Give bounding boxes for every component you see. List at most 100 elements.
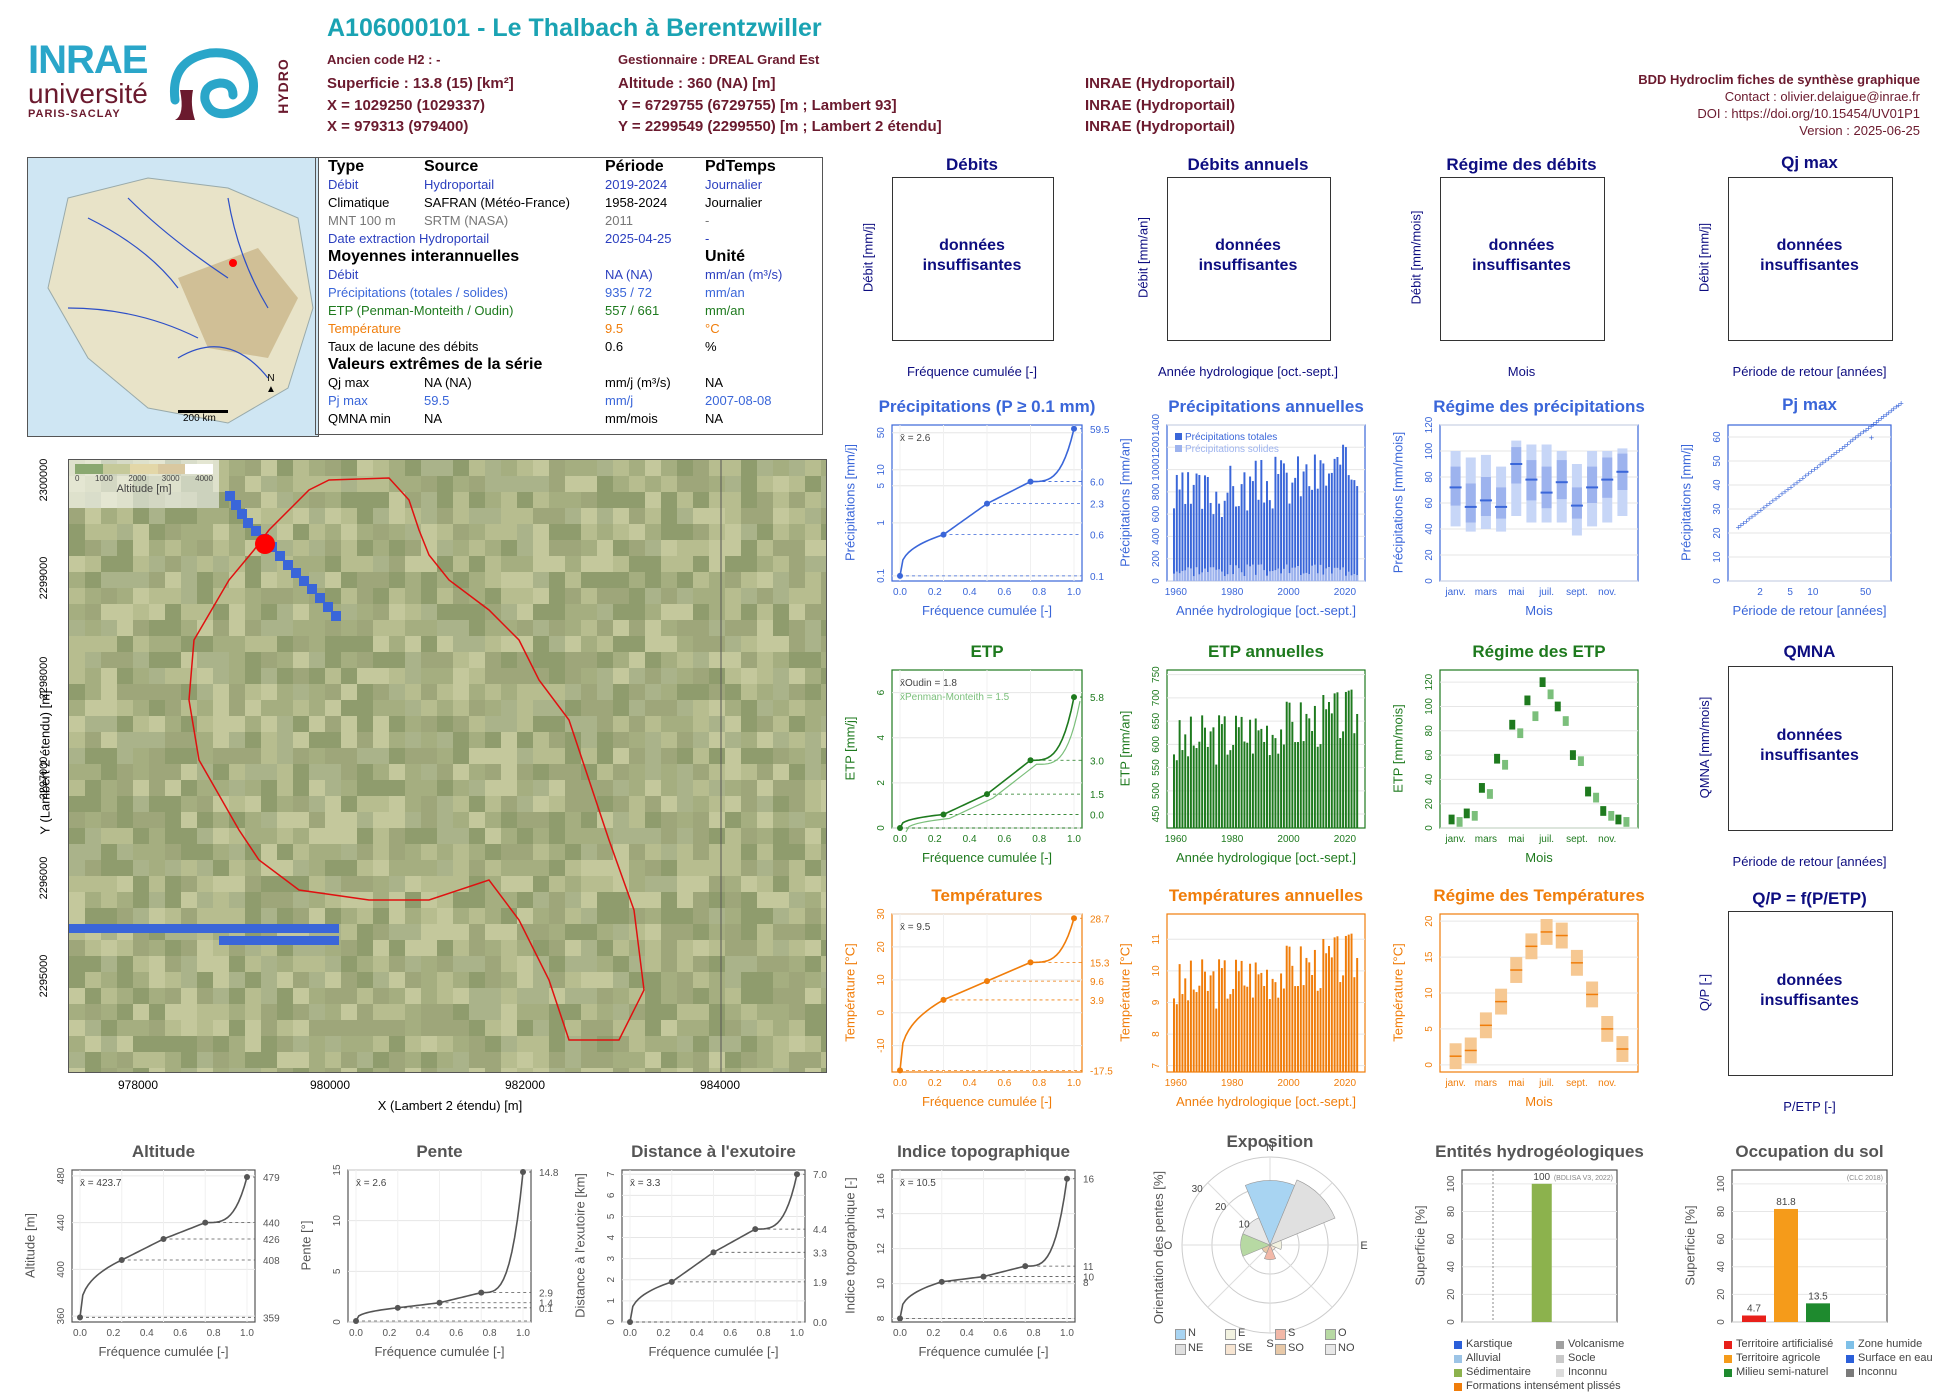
quantile-point [1022,1263,1029,1270]
panel-title-debits_ann: Débits annuels [1187,155,1309,174]
altitude-legend-title: Altitude [m] [116,483,172,495]
etp-oudin-box [1463,808,1470,819]
ytick-label: 40 [1424,523,1435,535]
info-cell-periode: 2019-2024 [605,177,668,192]
ytick-label: 9 [1151,999,1162,1005]
annual-bar [1209,731,1212,828]
xtick-label: 1960 [1165,834,1188,845]
doi[interactable]: DOI : https://doi.org/10.15454/UV01P1 [1697,106,1920,121]
ext-cell-l: QMNA min [328,411,391,426]
panel-title-etp_ann: ETP annuelles [1208,642,1324,661]
pjmax-point: + [1773,494,1778,504]
panel-ylabel-regime_deb: Débit [mm/mois] [1408,210,1424,305]
annual-bar [1339,982,1342,1072]
quantile-point [940,531,947,538]
bar-Territoire agricole [1774,1208,1798,1322]
ytick-label: 200 [1151,550,1162,567]
info-cell-type: MNT 100 m [328,213,396,228]
panel-xlabel-dist: Fréquence cumulée [-] [648,1344,779,1359]
annual-bar [1195,473,1198,581]
info-cell-periode: 2025-04-25 [605,231,672,246]
annual-bar [1209,975,1212,1072]
ytick-label: 0 [876,825,887,831]
annual-bar [1212,514,1215,581]
annual-bar [1347,690,1350,828]
annual-bar [1192,484,1195,581]
bar-Milieu semi-naturel [1806,1303,1830,1322]
chart-area-alt: 360 400 440 480 0.0 0.2 0.4 0.6 0.8 1.0 479 440 426 4… [56,1167,280,1339]
xtick-label: sept. [1566,587,1588,598]
ytick-label: 500 [1151,782,1162,799]
xtick-label: mai [1508,587,1524,598]
ytick-label: 0 [1424,1062,1435,1068]
annual-bar [1305,957,1308,1072]
annual-bar-secondary [1260,564,1263,581]
annual-bar [1330,713,1333,828]
info-cell-pdt: - [705,231,710,246]
xtick-label: 10 [1807,587,1819,598]
panel-xlabel-pente: Fréquence cumulée [-] [374,1344,505,1359]
annual-bar [1181,472,1184,581]
xtick-label: janv. [1444,587,1465,598]
ytick-label: 7 [1151,1062,1162,1068]
annual-bar [1308,718,1311,828]
right-tick-label: 5.8 [1090,693,1104,704]
annual-bar [1240,960,1243,1072]
panel-xlabel-temp: Fréquence cumulée [-] [921,1094,1053,1109]
pjmax-point: + [1863,425,1868,435]
annual-bar [1254,460,1257,581]
legend-swatch [1454,1341,1462,1349]
msg-line2-debits: insuffisantes [922,257,1022,274]
annual-bar [1288,702,1291,828]
ytick-label: 20 [1424,549,1435,561]
right-tick-label: 14.8 [539,1168,559,1179]
panel-ylabel-pente: Pente [°] [298,1220,314,1271]
ext-cell-u: mm/mois [605,411,658,426]
north-arrow-icon: N ▲ [266,373,276,395]
pjmax-point: + [1876,416,1881,426]
pjmax-point: + [1848,437,1853,447]
legend-swatch [1454,1383,1462,1391]
right-tick-label: 3.9 [1090,996,1104,1007]
etp-oudin-box [1448,814,1455,825]
annual-bar [1184,734,1187,828]
annual-bar-secondary [1184,570,1187,581]
ext-row: QMNA min NA mm/mois NA [326,410,784,428]
ytick-label: 20 [876,941,887,953]
ytick-label: 20 [1712,527,1723,539]
moy-label: Taux de lacune des débits [328,339,479,354]
pjmax-point: + [1869,433,1874,443]
expo-sector-NE [1269,1179,1336,1246]
xtick-label: 0.2 [928,834,942,845]
ring-label: 30 [1192,1184,1204,1195]
annual-bar-secondary [1319,564,1322,581]
etp-oudin-box [1600,806,1607,816]
pjmax-point: + [1738,520,1743,530]
pjmax-point: + [1779,489,1784,499]
panel-title-qjmax: Qj max [1781,153,1838,172]
legend-swatch [1454,1355,1462,1363]
annual-bar [1212,971,1215,1072]
annual-bar-secondary [1316,573,1319,581]
panel-title-regime_deb: Régime des débits [1446,155,1597,174]
annual-bar [1246,742,1249,828]
pjmax-point: + [1896,400,1901,410]
annual-bar [1175,1004,1178,1072]
xtick-label: 0.2 [926,1328,940,1339]
legend-swatch [1724,1355,1732,1363]
ytick-label: 550 [1151,759,1162,776]
annual-bar [1313,454,1316,581]
minimap-scale-label: 200 km [183,413,216,424]
xtick-label: mars [1475,587,1497,598]
right-tick-label: 8 [1083,1278,1089,1289]
annual-bar [1305,464,1308,581]
contact[interactable]: Contact : olivier.delaigue@inrae.fr [1724,89,1920,104]
pjmax-point: + [1744,516,1749,526]
annual-bar-secondary [1297,566,1299,581]
right-tick-label: 3.0 [1090,756,1104,767]
annual-bar [1311,975,1314,1072]
etp-pm-box [1517,728,1524,739]
logo-inrae: INRAE université PARIS-SACLAY [28,40,148,120]
annual-bar [1336,936,1339,1072]
mean-label: x̄ = 3.3 [630,1178,661,1189]
